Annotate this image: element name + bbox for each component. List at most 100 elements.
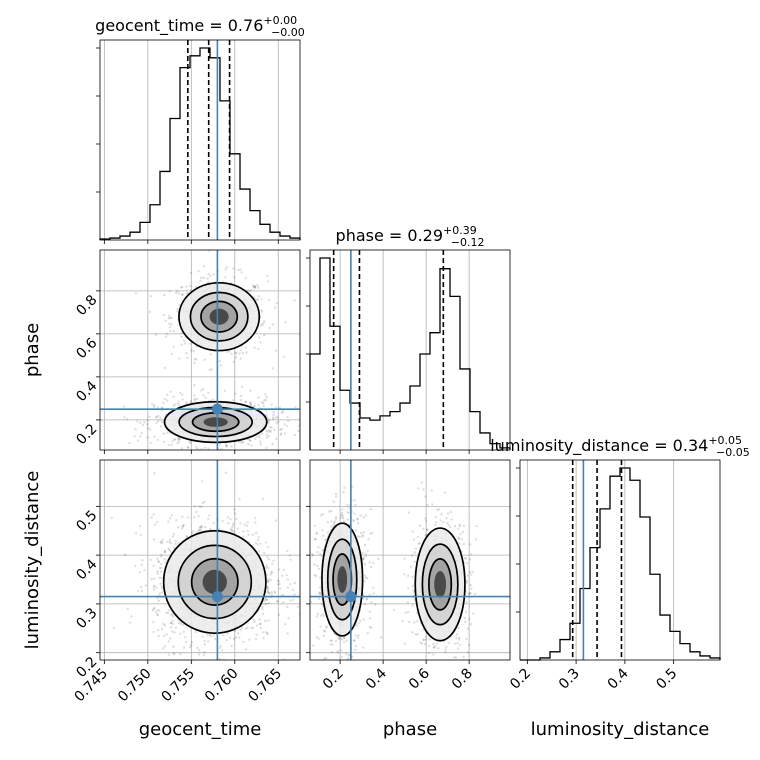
sample-point — [445, 645, 448, 649]
sample-point — [146, 419, 149, 422]
sample-point — [176, 402, 179, 405]
sample-point — [361, 557, 365, 561]
sample-point — [232, 267, 235, 270]
sample-point — [170, 443, 173, 447]
panel-frame — [99, 249, 301, 451]
sample-point — [177, 541, 180, 545]
sample-point — [346, 518, 349, 521]
contour-line — [321, 522, 364, 637]
sample-point — [139, 421, 142, 425]
sample-point — [293, 581, 297, 585]
sample-point — [253, 346, 256, 349]
sample-point — [451, 662, 453, 664]
x-tick-label: 0.765 — [245, 666, 285, 706]
sample-point — [453, 642, 457, 645]
sample-point — [110, 516, 114, 519]
sample-point — [241, 440, 245, 444]
sample-point — [315, 615, 319, 618]
sample-point — [233, 392, 237, 395]
sample-point — [238, 352, 241, 355]
sample-point — [311, 553, 314, 556]
sample-point — [471, 570, 474, 573]
sample-point — [156, 570, 159, 573]
sample-point — [242, 640, 245, 644]
sample-point — [168, 637, 172, 640]
sample-point — [286, 632, 289, 635]
sample-point — [272, 559, 275, 563]
sample-point — [467, 643, 471, 647]
sample-point — [330, 639, 333, 642]
contour-line — [326, 538, 358, 621]
sample-point — [156, 613, 159, 617]
sample-point — [428, 638, 431, 641]
sample-point — [197, 514, 200, 518]
sample-point — [144, 584, 148, 587]
sample-point — [411, 530, 414, 533]
sample-point — [364, 555, 368, 558]
sample-point — [266, 280, 270, 283]
sample-point — [434, 694, 436, 696]
sample-point — [369, 507, 372, 511]
sample-point — [191, 530, 195, 533]
sample-point — [136, 439, 140, 442]
sample-point — [356, 636, 360, 639]
sample-point — [278, 582, 281, 586]
sample-point — [153, 435, 157, 438]
sample-point — [239, 268, 242, 271]
sample-point — [181, 293, 184, 296]
sample-point — [317, 637, 320, 640]
sample-point — [355, 624, 358, 627]
sample-point — [170, 514, 174, 517]
sample-point — [195, 446, 198, 449]
contour-line — [414, 527, 466, 642]
sample-point — [413, 598, 416, 602]
sample-point — [431, 653, 435, 656]
sample-point — [153, 584, 156, 588]
sample-point — [159, 540, 162, 543]
sample-point — [218, 657, 222, 660]
sample-point — [193, 383, 196, 387]
sample-point — [277, 420, 280, 423]
sample-point — [225, 444, 228, 447]
sample-point — [166, 399, 169, 402]
sample-point — [415, 664, 417, 666]
sample-point — [192, 349, 195, 353]
sample-point — [464, 557, 467, 560]
sample-point — [173, 631, 176, 634]
sample-point — [271, 442, 274, 446]
sample-point — [221, 634, 225, 637]
sample-point — [414, 633, 418, 636]
sample-point — [172, 404, 175, 408]
sample-point — [170, 621, 173, 625]
sample-point — [202, 500, 206, 504]
sample-point — [415, 620, 419, 623]
sample-point — [206, 277, 209, 280]
sample-point — [366, 577, 369, 580]
sample-point — [152, 577, 156, 580]
sample-point — [280, 427, 283, 431]
sample-point — [277, 613, 281, 617]
sample-point — [185, 292, 188, 295]
sample-point — [156, 609, 159, 612]
sample-point — [197, 649, 201, 652]
sample-point — [286, 549, 289, 553]
sample-point — [218, 359, 222, 363]
sample-point — [260, 401, 264, 404]
sample-point — [231, 526, 234, 529]
sample-point — [273, 428, 276, 432]
sample-point — [465, 600, 468, 604]
sample-point — [417, 542, 420, 545]
sample-point — [232, 522, 235, 525]
sample-point — [149, 441, 152, 445]
sample-point — [167, 520, 170, 523]
sample-point — [279, 428, 282, 431]
sample-point — [285, 605, 289, 609]
x-axis-label-phase: phase — [383, 719, 437, 740]
sample-point — [162, 634, 166, 638]
sample-point — [163, 557, 167, 561]
sample-point — [140, 431, 143, 435]
sample-point — [178, 438, 181, 441]
sample-point — [354, 503, 357, 507]
sample-point — [200, 447, 203, 450]
sample-point — [128, 621, 132, 624]
